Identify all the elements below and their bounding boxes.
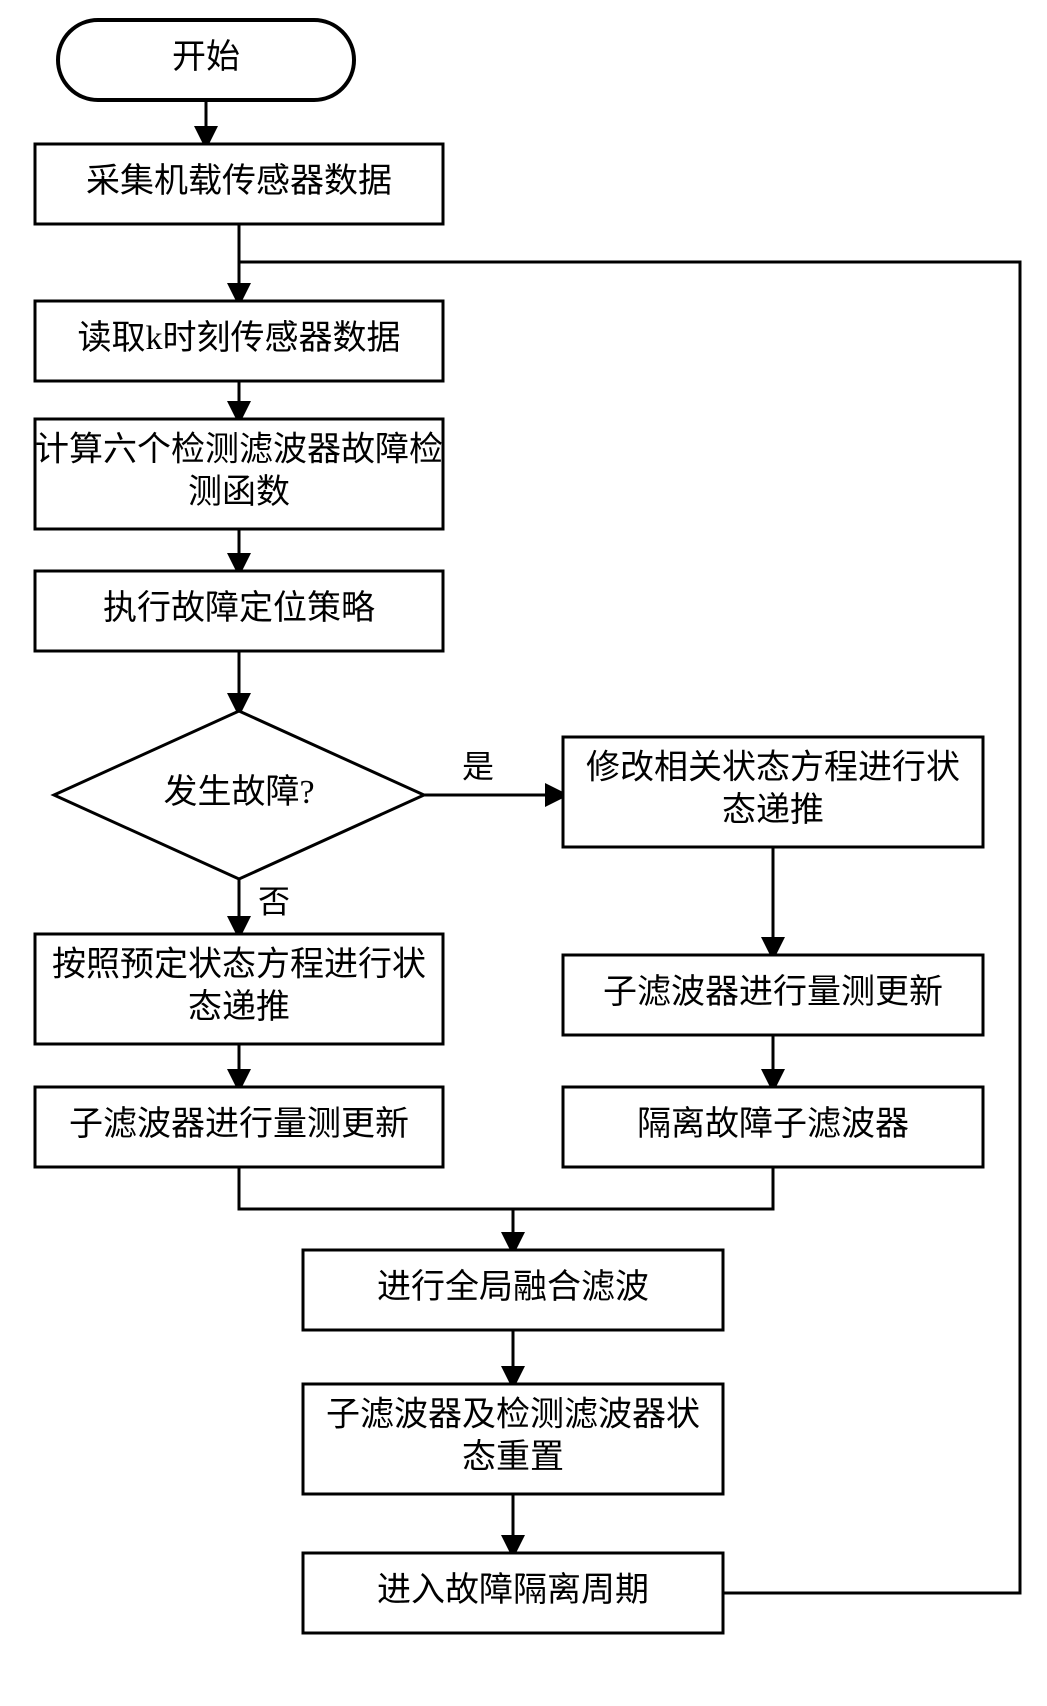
node-label-locate-l0: 执行故障定位策略	[103, 589, 375, 627]
node-calc6: 计算六个检测滤波器故障检测函数	[35, 419, 443, 529]
node-locate: 执行故障定位策略	[35, 571, 443, 651]
node-label-decide-l0: 发生故障?	[163, 773, 314, 811]
node-label-period-l0: 进入故障隔离周期	[377, 1571, 649, 1609]
node-label-predsub-l0: 按照预定状态方程进行状	[52, 946, 426, 984]
node-readk: 读取k时刻传感器数据	[35, 301, 443, 381]
edge-label-decide-no: 否	[258, 883, 290, 919]
edge-label-decide-yes: 是	[462, 748, 494, 784]
node-label-reset-l0: 子滤波器及检测滤波器状	[326, 1396, 700, 1434]
node-label-modify-l0: 修改相关状态方程进行状	[586, 749, 960, 787]
node-label-collect-l0: 采集机载传感器数据	[86, 162, 392, 200]
edge-measL-merge	[239, 1167, 513, 1250]
node-label-predsub-l1: 态递推	[188, 988, 290, 1026]
node-label-calc6-l0: 计算六个检测滤波器故障检	[35, 431, 443, 469]
node-label-global-l0: 进行全局融合滤波	[377, 1268, 649, 1306]
node-label-measR-l0: 子滤波器进行量测更新	[603, 973, 943, 1011]
node-label-reset-l1: 态重置	[462, 1438, 564, 1476]
flowchart-canvas: 是否 开始采集机载传感器数据读取k时刻传感器数据计算六个检测滤波器故障检测函数执…	[0, 0, 1047, 1706]
node-label-calc6-l1: 测函数	[188, 473, 290, 511]
node-label-start-l0: 开始	[172, 38, 240, 76]
node-measL: 子滤波器进行量测更新	[35, 1087, 443, 1167]
node-label-isolate-l0: 隔离故障子滤波器	[637, 1105, 909, 1143]
node-global: 进行全局融合滤波	[303, 1250, 723, 1330]
node-label-measL-l0: 子滤波器进行量测更新	[69, 1105, 409, 1143]
node-label-modify-l1: 态递推	[722, 791, 824, 829]
node-reset: 子滤波器及检测滤波器状态重置	[303, 1384, 723, 1494]
node-start: 开始	[58, 20, 354, 100]
node-modify: 修改相关状态方程进行状态递推	[563, 737, 983, 847]
node-decide: 发生故障?	[54, 711, 424, 879]
node-measR: 子滤波器进行量测更新	[563, 955, 983, 1035]
node-isolate: 隔离故障子滤波器	[563, 1087, 983, 1167]
node-period: 进入故障隔离周期	[303, 1553, 723, 1633]
node-predsub: 按照预定状态方程进行状态递推	[35, 934, 443, 1044]
node-label-readk-l0: 读取k时刻传感器数据	[78, 319, 401, 357]
edge-isolate-merge	[513, 1167, 773, 1209]
node-collect: 采集机载传感器数据	[35, 144, 443, 224]
